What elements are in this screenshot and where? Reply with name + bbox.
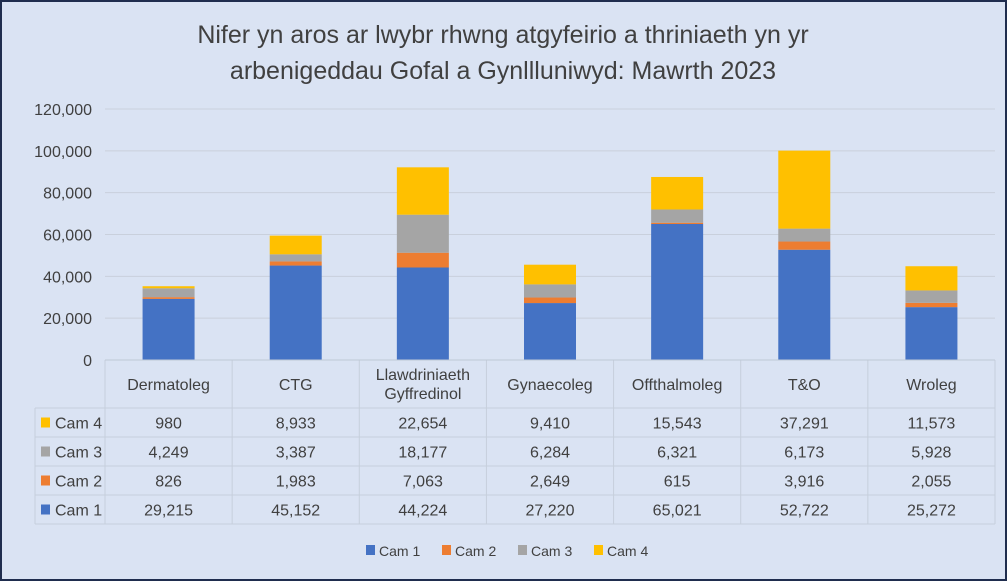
table-series-label: Cam 2 bbox=[55, 474, 102, 491]
bar-segment bbox=[905, 302, 958, 308]
table-cell: 5,928 bbox=[911, 445, 951, 462]
table-cell: 22,654 bbox=[398, 416, 447, 433]
table-cell: 65,021 bbox=[653, 503, 702, 520]
table-cell: 25,272 bbox=[907, 503, 956, 520]
legend-key bbox=[41, 475, 50, 486]
bar-segment bbox=[651, 222, 704, 224]
table-cell: 29,215 bbox=[144, 503, 193, 520]
table-cell: 4,249 bbox=[149, 445, 189, 462]
y-tick-label: 80,000 bbox=[43, 186, 92, 203]
bar-segment bbox=[651, 176, 704, 210]
legend-label: Cam 3 bbox=[531, 543, 572, 559]
bar-segment bbox=[651, 223, 704, 360]
x-category-label: Gyffredinol bbox=[384, 386, 461, 403]
legend-swatch bbox=[594, 545, 603, 555]
table-cell: 3,916 bbox=[784, 474, 824, 491]
legend-swatch bbox=[366, 545, 375, 555]
bar-segment bbox=[269, 265, 322, 360]
bar-segment bbox=[778, 249, 831, 360]
x-category-label: T&O bbox=[788, 377, 821, 394]
bar-segment bbox=[524, 303, 576, 360]
table-cell: 7,063 bbox=[403, 474, 443, 491]
table-cell: 2,055 bbox=[911, 474, 951, 491]
legend-label: Cam 1 bbox=[379, 543, 420, 559]
bar-segment bbox=[396, 214, 449, 253]
table-cell: 6,173 bbox=[784, 445, 824, 462]
table-cell: 1,983 bbox=[276, 474, 316, 491]
bar-segment bbox=[396, 252, 449, 268]
chart-title: arbenigeddau Gofal a Gynllluniwyd: Mawrt… bbox=[230, 57, 776, 85]
table-cell: 615 bbox=[664, 474, 691, 491]
bar-segment bbox=[142, 286, 195, 289]
table-cell: 15,543 bbox=[653, 416, 702, 433]
legend-label: Cam 4 bbox=[607, 543, 648, 559]
y-tick-label: 120,000 bbox=[34, 102, 92, 119]
table-series-label: Cam 3 bbox=[55, 445, 102, 462]
bar-segment bbox=[142, 298, 195, 360]
table-cell: 6,321 bbox=[657, 445, 697, 462]
bar-segment bbox=[396, 167, 449, 215]
x-category-label: CTG bbox=[279, 377, 313, 394]
x-category-label: Wroleg bbox=[906, 377, 956, 394]
legend-key bbox=[41, 504, 50, 515]
table-cell: 2,649 bbox=[530, 474, 570, 491]
bar-segment bbox=[524, 264, 576, 285]
table-cell: 8,933 bbox=[276, 416, 316, 433]
bar-segment bbox=[269, 254, 322, 262]
y-tick-label: 100,000 bbox=[34, 144, 92, 161]
bar-segment bbox=[142, 297, 195, 299]
bar-segment bbox=[269, 261, 322, 266]
bar-segment bbox=[396, 267, 449, 360]
bar-segment bbox=[269, 235, 322, 255]
table-cell: 45,152 bbox=[271, 503, 320, 520]
bar-segment bbox=[524, 297, 576, 304]
y-tick-label: 40,000 bbox=[43, 269, 92, 286]
y-tick-label: 0 bbox=[83, 353, 92, 370]
chart-title: Nifer yn aros ar lwybr rhwng atgyfeirio … bbox=[197, 21, 808, 49]
table-cell: 44,224 bbox=[398, 503, 447, 520]
table-series-label: Cam 4 bbox=[55, 416, 102, 433]
bar-segment bbox=[778, 228, 831, 242]
y-tick-label: 20,000 bbox=[43, 311, 92, 328]
legend-label: Cam 2 bbox=[455, 543, 496, 559]
x-category-label: Offthalmoleg bbox=[632, 377, 722, 394]
table-cell: 826 bbox=[155, 474, 182, 491]
legend-key bbox=[41, 446, 50, 457]
table-cell: 18,177 bbox=[398, 445, 447, 462]
table-cell: 52,722 bbox=[780, 503, 829, 520]
table-series-label: Cam 1 bbox=[55, 503, 102, 520]
table-cell: 3,387 bbox=[276, 445, 316, 462]
x-category-label: Gynaecoleg bbox=[507, 377, 592, 394]
bar-segment bbox=[524, 284, 576, 298]
bar-segment bbox=[778, 241, 831, 250]
table-cell: 27,220 bbox=[526, 503, 575, 520]
bar-segment bbox=[778, 150, 831, 229]
x-category-label: Llawdriniaeth bbox=[376, 367, 470, 384]
legend-key bbox=[41, 417, 50, 428]
legend-swatch bbox=[442, 545, 451, 555]
table-cell: 9,410 bbox=[530, 416, 570, 433]
bar-segment bbox=[142, 288, 195, 298]
x-category-label: Dermatoleg bbox=[127, 377, 210, 394]
table-cell: 37,291 bbox=[780, 416, 829, 433]
bar-segment bbox=[651, 209, 704, 223]
table-cell: 11,573 bbox=[908, 416, 956, 433]
table-cell: 6,284 bbox=[530, 445, 570, 462]
legend-swatch bbox=[518, 545, 527, 555]
y-tick-label: 60,000 bbox=[43, 228, 92, 245]
bar-segment bbox=[905, 290, 958, 303]
table-cell: 980 bbox=[155, 416, 182, 433]
bar-segment bbox=[905, 307, 958, 360]
bar-segment bbox=[905, 266, 958, 291]
